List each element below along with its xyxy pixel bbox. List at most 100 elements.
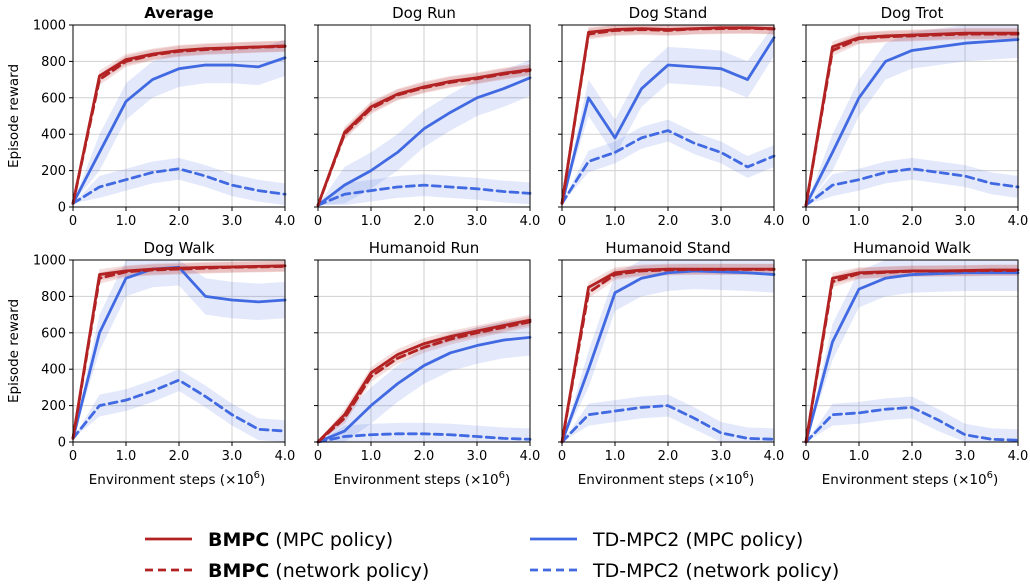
- x-tick-label: 2.0: [902, 449, 923, 464]
- series-line-bmpc_mpc: [804, 31, 1020, 207]
- y-tick-label: 400: [41, 363, 66, 378]
- legend-label: BMPC (MPC policy): [208, 529, 393, 551]
- y-tick-label: 200: [41, 164, 66, 179]
- y-tick-label: 600: [41, 91, 66, 106]
- x-axis-label-text: Environment steps (×10: [89, 472, 254, 488]
- legend-label-text: (network policy): [269, 560, 429, 582]
- x-axis-label-text: Environment steps (×10: [578, 472, 743, 488]
- legend-label-text: TD-MPC2 (network policy): [592, 560, 839, 582]
- legend-label: TD-MPC2 (network policy): [592, 560, 839, 582]
- x-tick-label: 2.0: [169, 449, 190, 464]
- x-tick-label: 3.0: [711, 214, 732, 229]
- x-tick-label: 3.0: [222, 449, 243, 464]
- x-tick-label: 0: [69, 449, 77, 464]
- legend-label: BMPC (network policy): [208, 560, 429, 582]
- x-axis-label-close: ): [993, 472, 998, 488]
- confidence-band: [562, 119, 774, 204]
- y-axis-label: Episode reward: [6, 64, 22, 168]
- x-tick-label: 3.0: [222, 214, 243, 229]
- x-tick-label: 4.0: [764, 449, 785, 464]
- y-tick-label: 0: [58, 436, 66, 451]
- x-tick-label: 0: [802, 214, 810, 229]
- confidence-band: [806, 260, 1018, 442]
- x-tick-label: 0: [802, 449, 810, 464]
- confidence-band: [318, 174, 530, 206]
- x-axis-label-close: ): [505, 472, 510, 488]
- series-line-td_mpc: [316, 335, 532, 444]
- x-tick-label: 0: [69, 214, 77, 229]
- series-line-td_net: [316, 183, 532, 207]
- confidence-band: [318, 316, 530, 442]
- confidence-band: [73, 369, 285, 442]
- series-line-td_mpc: [316, 76, 532, 207]
- confidence-band: [318, 59, 530, 206]
- subplot-title: Dog Trot: [881, 4, 944, 22]
- y-tick-label: 200: [41, 399, 66, 414]
- x-tick-label: 3.0: [711, 449, 732, 464]
- y-axis-label: Episode reward: [6, 299, 22, 403]
- x-tick-label: 2.0: [414, 449, 435, 464]
- subplot: 0 1.0 2.0 3.0 4.0 Humanoid Walk Environment st…: [802, 239, 1028, 488]
- x-tick-label: 1.0: [116, 449, 137, 464]
- confidence-band: [318, 319, 530, 442]
- series-line-td_mpc: [560, 36, 776, 205]
- x-axis-label: Environment steps (×106): [334, 470, 510, 488]
- subplot: 0 1.0 2.0 3.0 4.0 0 200 400 600 800 1000 Average Epi…: [6, 4, 295, 229]
- subplot: 0 1.0 2.0 3.0 4.0 Dog Stand: [558, 4, 784, 229]
- x-axis-label-text: Environment steps (×10: [334, 472, 499, 488]
- subplot-title: Dog Walk: [144, 239, 215, 257]
- x-tick-label: 1.0: [116, 214, 137, 229]
- x-tick-label: 3.0: [955, 449, 976, 464]
- series-line-td_net: [71, 167, 287, 205]
- series-line-td_net: [71, 378, 287, 440]
- x-tick-label: 3.0: [955, 214, 976, 229]
- series-line-td_net: [560, 129, 776, 205]
- series-line-bmpc_mpc: [316, 318, 532, 444]
- confidence-band: [73, 157, 285, 206]
- y-tick-label: 1000: [33, 19, 66, 34]
- x-tick-label: 4.0: [275, 449, 296, 464]
- series-line-bmpc_mpc: [71, 44, 287, 205]
- x-tick-label: 1.0: [849, 449, 870, 464]
- x-axis-label-exponent: 6: [987, 470, 993, 481]
- x-tick-label: 3.0: [467, 214, 488, 229]
- x-tick-label: 1.0: [361, 449, 382, 464]
- subplot: 0 1.0 2.0 3.0 4.0 0 200 400 600 800 1000 Dog Walk Ep…: [6, 239, 295, 488]
- subplot: 0 1.0 2.0 3.0 4.0 Dog Run: [314, 4, 540, 229]
- x-tick-label: 3.0: [467, 449, 488, 464]
- subplot: 0 1.0 2.0 3.0 4.0 Dog Trot: [802, 4, 1028, 229]
- subplot-title: Humanoid Stand: [605, 239, 730, 257]
- x-tick-label: 4.0: [275, 214, 296, 229]
- subplot: 0 1.0 2.0 3.0 4.0 Humanoid Run Environment ste…: [314, 239, 540, 488]
- subplot-title: Humanoid Run: [369, 239, 480, 257]
- y-tick-label: 0: [58, 201, 66, 216]
- x-axis-label: Environment steps (×106): [822, 470, 998, 488]
- series-line-bmpc_mpc: [316, 68, 532, 207]
- confidence-band: [318, 65, 530, 206]
- series-line-td_net: [804, 167, 1020, 207]
- x-axis-label: Environment steps (×106): [578, 470, 754, 488]
- x-tick-label: 2.0: [658, 214, 679, 229]
- confidence-band: [73, 39, 285, 204]
- series-line-td_mpc: [804, 271, 1020, 444]
- legend-label-bold: BMPC: [208, 560, 269, 582]
- series-line-td_net: [804, 406, 1020, 444]
- subplot: 0 1.0 2.0 3.0 4.0 Humanoid Stand Environment s…: [558, 239, 784, 488]
- x-tick-label: 4.0: [1008, 449, 1029, 464]
- x-tick-label: 0: [558, 449, 566, 464]
- y-tick-label: 400: [41, 128, 66, 143]
- x-tick-label: 4.0: [520, 449, 541, 464]
- y-tick-label: 1000: [33, 254, 66, 269]
- x-axis-label-exponent: 6: [254, 470, 260, 481]
- x-tick-label: 2.0: [169, 214, 190, 229]
- x-tick-label: 2.0: [902, 214, 923, 229]
- series-line-bmpc_mpc: [560, 267, 776, 444]
- x-tick-label: 0: [314, 449, 322, 464]
- subplot-title: Dog Run: [392, 4, 456, 22]
- legend-label-bold: BMPC: [208, 529, 269, 551]
- subplot-title: Dog Stand: [629, 4, 708, 22]
- x-tick-label: 1.0: [361, 214, 382, 229]
- confidence-band: [318, 64, 530, 206]
- x-tick-label: 1.0: [605, 214, 626, 229]
